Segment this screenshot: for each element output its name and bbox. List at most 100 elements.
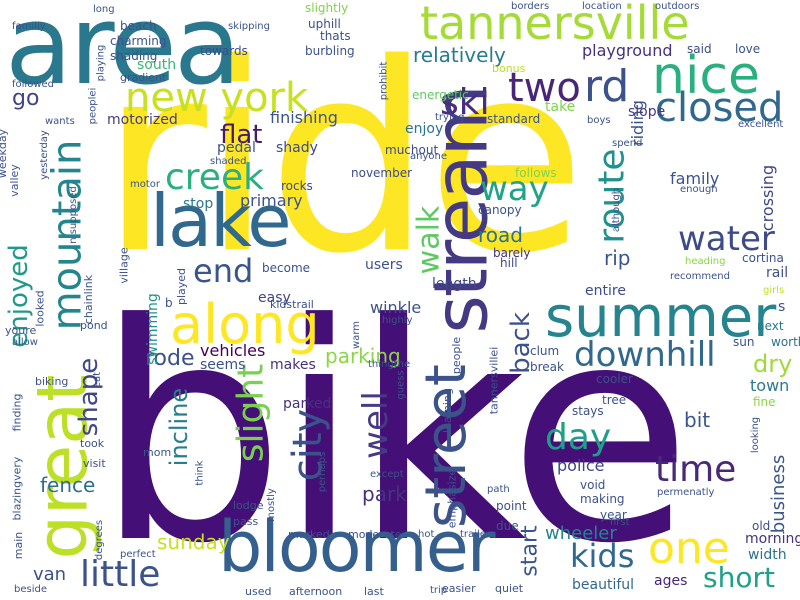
cloud-word-burbling: burbling xyxy=(305,44,355,58)
cloud-word-creek: creek xyxy=(165,157,264,198)
cloud-word-lake: lake xyxy=(150,179,292,263)
cloud-word-playing: playing xyxy=(95,44,107,82)
cloud-word-marked: marked xyxy=(288,528,330,541)
cloud-word-location: location xyxy=(582,1,622,12)
cloud-word-learning: learning xyxy=(440,388,454,433)
cloud-word-bloomer: bloomer xyxy=(218,506,496,588)
cloud-word-due: due xyxy=(496,519,519,533)
cloud-word-energetic: energetic xyxy=(412,88,469,102)
cloud-word-stays: stays xyxy=(572,404,604,418)
cloud-word-little: little xyxy=(80,554,161,595)
cloud-word-b: b xyxy=(165,296,173,310)
cloud-word-year: year xyxy=(600,508,627,522)
cloud-word-n-supposed: n supposed xyxy=(67,186,79,244)
cloud-word-vehicles: vehicles xyxy=(200,341,266,360)
cloud-word-along: along xyxy=(170,293,320,356)
cloud-word-rail: rail xyxy=(766,265,789,281)
cloud-word-anyone: anyone xyxy=(410,151,447,162)
cloud-word-enough: enough xyxy=(680,184,718,195)
cloud-word-sunday: sunday xyxy=(157,530,230,554)
cloud-word-beautiful: beautiful xyxy=(572,577,635,593)
cloud-word-bonus: bonus xyxy=(492,62,526,75)
cloud-word-guess: guess xyxy=(395,370,407,400)
cloud-word-fine: fine xyxy=(753,395,776,409)
cloud-word-familiy: familiy xyxy=(12,21,46,32)
cloud-word-primary: primary xyxy=(240,191,303,210)
cloud-word-long: long xyxy=(93,4,115,15)
cloud-word-thingthe: thingthe xyxy=(368,359,411,370)
cloud-word-visit: visit xyxy=(83,457,106,470)
cloud-word-kids: kids xyxy=(570,537,635,575)
cloud-word-main: main xyxy=(12,531,26,560)
cloud-word-bit: bit xyxy=(684,408,711,432)
cloud-word-charming: charming xyxy=(110,34,167,48)
cloud-word-allow: allow xyxy=(12,337,38,348)
cloud-word-rd: rd xyxy=(584,61,630,112)
cloud-word-south: south xyxy=(137,57,177,73)
cloud-word-permenatly: permenatly xyxy=(657,487,715,498)
cloud-word-quiet: quiet xyxy=(495,582,524,595)
cloud-word-recommend: recommend xyxy=(670,271,730,282)
cloud-word-follows: follows xyxy=(515,166,557,180)
cloud-word-yesterday: yesterday xyxy=(38,130,50,180)
cloud-word-two: two xyxy=(508,65,581,111)
cloud-word-become: become xyxy=(262,261,311,275)
cloud-word-last: last xyxy=(364,585,384,598)
cloud-word-way: way xyxy=(480,169,549,209)
cloud-word-pedal: pedal xyxy=(217,140,256,156)
cloud-word-standard: standard xyxy=(487,112,541,126)
cloud-word-said: said xyxy=(687,42,712,56)
cloud-word-kidstrail: kidstrail xyxy=(270,298,314,311)
cloud-word-ride: ride xyxy=(100,9,586,311)
cloud-word-users: users xyxy=(365,257,403,273)
cloud-word-town: town xyxy=(750,376,790,395)
cloud-word-trying: trying xyxy=(435,112,465,123)
cloud-word-cooler: cooler xyxy=(596,372,633,386)
cloud-word-wants: wants xyxy=(45,116,75,127)
cloud-word-slightly: slightly xyxy=(305,1,349,15)
cloud-word-motor: motor xyxy=(130,179,161,190)
cloud-word-end: end xyxy=(193,252,254,290)
cloud-word-business: business xyxy=(768,454,790,534)
cloud-word-perhaps: perhaps xyxy=(317,451,329,493)
cloud-word-bike: bike xyxy=(95,260,692,600)
cloud-word-hill: hill xyxy=(500,256,518,270)
cloud-word-beach: beach xyxy=(120,19,157,33)
cloud-word-perfect: perfect xyxy=(120,549,156,560)
cloud-word-outdoors: outdoors xyxy=(655,1,700,12)
cloud-word-family: family xyxy=(670,169,720,188)
cloud-word-finishing: finishing xyxy=(270,108,338,127)
cloud-word-towards: towards xyxy=(200,44,248,58)
cloud-word-beside: beside xyxy=(14,584,47,595)
cloud-word-pond: pond xyxy=(80,319,108,332)
cloud-word-police: police xyxy=(557,456,605,475)
cloud-word-slight: slight xyxy=(230,363,272,463)
cloud-word-day: day xyxy=(545,417,612,458)
cloud-word-lodge: lodge xyxy=(233,499,264,512)
cloud-word-go: go xyxy=(12,86,40,111)
cloud-word-take: take xyxy=(545,99,576,115)
cloud-word-gradient: gradient xyxy=(120,71,167,84)
cloud-word-point: point xyxy=(496,499,527,513)
cloud-word-valley: valley xyxy=(7,164,21,197)
cloud-word-youre: youre xyxy=(5,324,37,337)
cloud-word-park: park xyxy=(362,482,407,506)
cloud-word-love: love xyxy=(735,42,761,56)
cloud-word-parking: parking xyxy=(325,344,401,368)
cloud-word-excellent: excellent xyxy=(738,119,784,130)
cloud-word-eat: eat xyxy=(92,371,104,389)
cloud-word-rocks: rocks xyxy=(281,179,313,193)
cloud-word-people: people xyxy=(450,336,464,375)
cloud-word-swimming: swimming xyxy=(144,293,161,365)
cloud-word-tree: tree xyxy=(602,393,627,407)
cloud-word-first: first xyxy=(610,517,630,528)
cloud-word-biking: biking xyxy=(35,375,69,388)
cloud-word-slope: slope xyxy=(628,104,666,120)
cloud-word-borders: borders xyxy=(511,1,550,12)
cloud-word-parked: parked xyxy=(283,396,332,412)
cloud-word-motorized: motorized xyxy=(107,112,178,128)
cloud-word-used: used xyxy=(245,585,272,598)
cloud-word-shape: shape xyxy=(74,357,105,437)
cloud-word-muchout: muchout xyxy=(385,143,439,157)
cloud-word-ages: ages xyxy=(654,573,688,589)
